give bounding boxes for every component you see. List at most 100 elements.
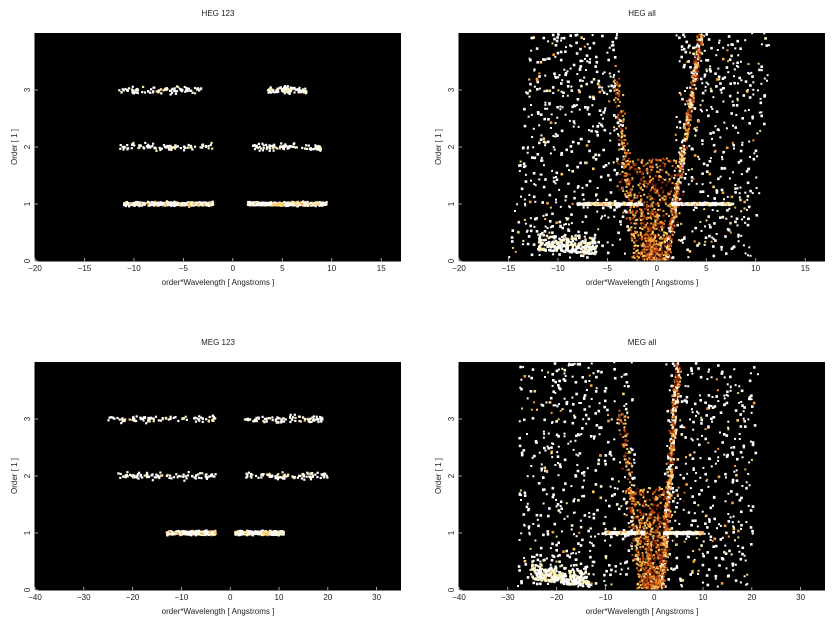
- data-point: [268, 87, 271, 90]
- data-point: [688, 144, 691, 147]
- data-point: [537, 233, 540, 236]
- data-point: [684, 173, 687, 175]
- data-point: [207, 145, 210, 148]
- data-point: [540, 173, 543, 176]
- data-point: [648, 229, 651, 232]
- data-point: [286, 145, 289, 148]
- data-point: [616, 172, 619, 175]
- data-point: [690, 110, 693, 113]
- data-point: [720, 188, 724, 192]
- data-point: [696, 47, 699, 50]
- data-point: [583, 235, 586, 238]
- data-point: [646, 230, 649, 233]
- data-point: [534, 200, 537, 203]
- data-point: [522, 165, 526, 168]
- data-point: [676, 186, 679, 189]
- data-point: [684, 122, 687, 125]
- data-point: [652, 201, 655, 204]
- data-point: [577, 89, 580, 92]
- data-point: [540, 134, 543, 137]
- data-point: [296, 88, 299, 91]
- data-point: [640, 252, 643, 254]
- data-point: [516, 203, 519, 206]
- data-point: [298, 86, 301, 89]
- data-point: [682, 202, 685, 206]
- data-point: [172, 89, 175, 92]
- data-point: [576, 186, 579, 189]
- data-point: [600, 123, 603, 127]
- data-point: [162, 144, 166, 147]
- data-point: [624, 180, 627, 183]
- data-point: [670, 160, 673, 163]
- data-point: [278, 147, 281, 150]
- data-point: [561, 243, 564, 247]
- data-point: [710, 240, 713, 243]
- data-point: [544, 249, 547, 252]
- data-point: [696, 41, 699, 44]
- data-point: [591, 245, 594, 248]
- data-point: [313, 147, 316, 151]
- data-point: [669, 224, 672, 227]
- data-point: [269, 202, 273, 206]
- data-point: [689, 118, 692, 121]
- data-point: [677, 180, 680, 183]
- data-point: [677, 165, 680, 168]
- data-point: [294, 88, 297, 91]
- data-point: [725, 66, 729, 69]
- data-point: [619, 123, 622, 126]
- data-point: [674, 199, 677, 202]
- data-point: [608, 100, 611, 103]
- data-point: [305, 90, 308, 93]
- data-point: [712, 143, 716, 147]
- data-point: [556, 246, 559, 249]
- data-point: [253, 144, 256, 147]
- data-point: [665, 195, 668, 198]
- data-point: [670, 238, 673, 241]
- data-point: [544, 101, 547, 104]
- data-point: [690, 97, 693, 100]
- data-point: [621, 144, 624, 146]
- data-point: [603, 109, 606, 112]
- data-point: [528, 78, 531, 81]
- data-point: [142, 146, 145, 149]
- data-point: [307, 144, 310, 147]
- data-point: [684, 103, 687, 106]
- data-point: [568, 169, 571, 172]
- data-point: [596, 210, 599, 213]
- data-point: [709, 132, 712, 135]
- data-point: [657, 222, 660, 225]
- data-point: [533, 183, 536, 186]
- data-point: [294, 146, 297, 149]
- data-point: [559, 50, 563, 54]
- data-point: [743, 216, 746, 219]
- data-point: [691, 94, 694, 98]
- data-point: [709, 65, 712, 68]
- data-point: [653, 259, 656, 261]
- data-point: [288, 146, 291, 150]
- data-point: [637, 234, 640, 237]
- data-point: [542, 36, 546, 40]
- data-point: [578, 250, 581, 254]
- data-point: [669, 204, 672, 207]
- data-point: [680, 45, 684, 48]
- data-point: [765, 44, 769, 47]
- data-point: [705, 68, 708, 71]
- data-point: [695, 44, 699, 48]
- data-point: [668, 193, 671, 195]
- data-point: [211, 200, 214, 203]
- data-point: [546, 57, 549, 60]
- data-point: [630, 226, 633, 229]
- data-point: [319, 148, 322, 151]
- data-point: [624, 112, 626, 115]
- y-tick-label: 0: [23, 258, 32, 263]
- data-point: [654, 257, 657, 260]
- data-point: [153, 202, 157, 205]
- data-point: [633, 247, 635, 250]
- data-point: [654, 253, 657, 256]
- x-tick-label: 15: [801, 264, 810, 273]
- data-point: [317, 148, 320, 151]
- data-point: [697, 119, 700, 123]
- data-point: [151, 145, 154, 148]
- data-point: [548, 89, 552, 93]
- data-point: [679, 165, 682, 168]
